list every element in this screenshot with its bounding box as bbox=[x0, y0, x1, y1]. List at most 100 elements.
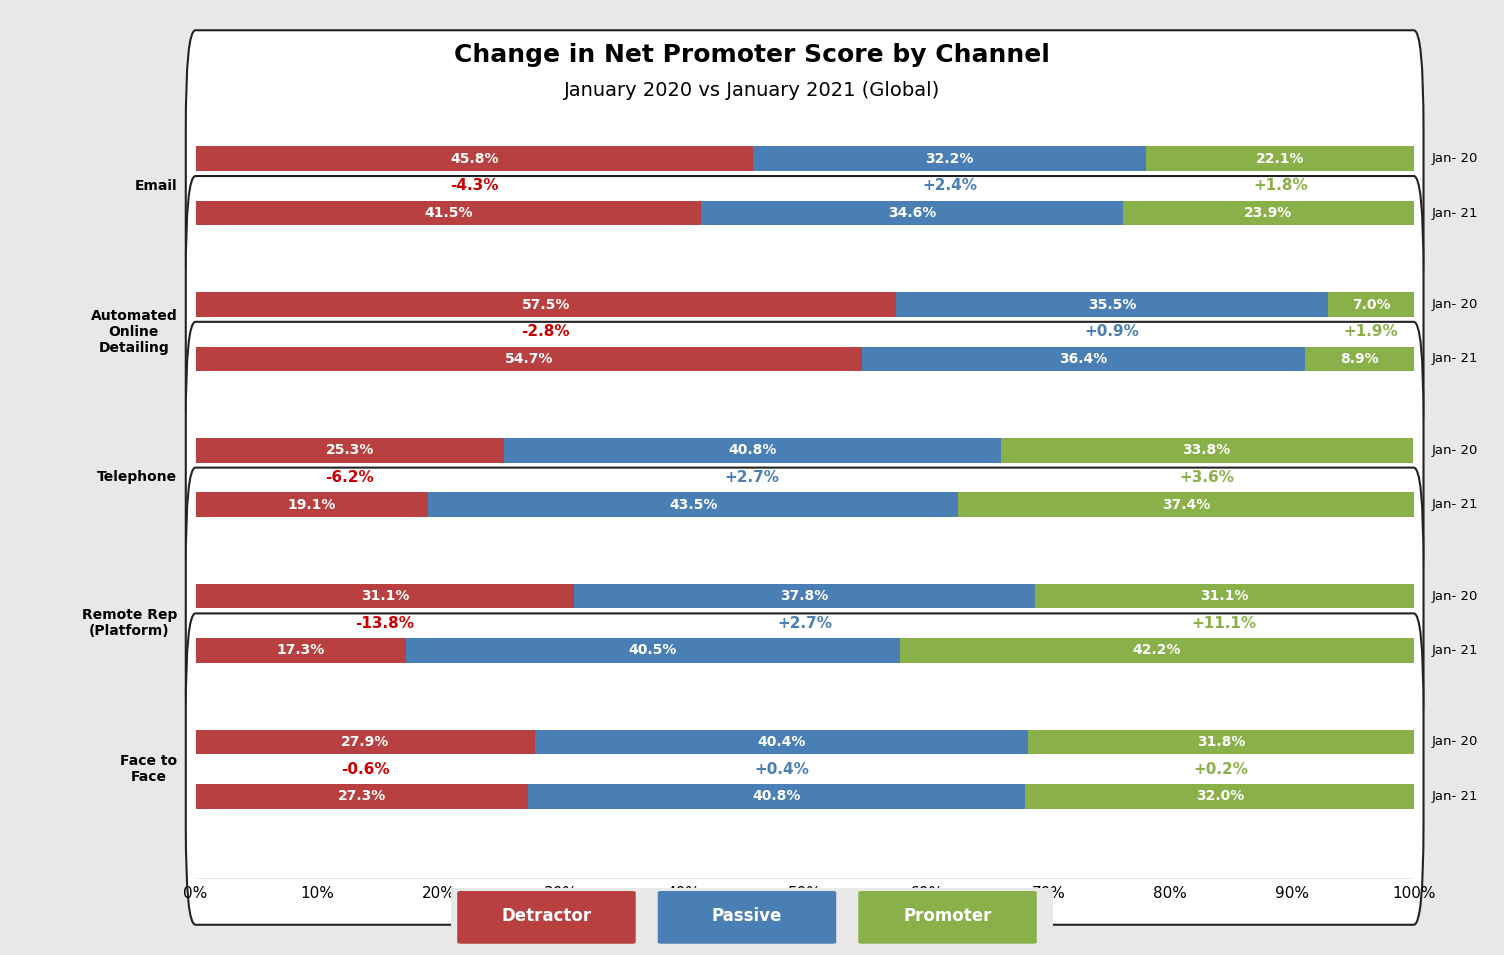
Text: 22.1%: 22.1% bbox=[1256, 152, 1304, 166]
Text: Automated
Online
Detailing: Automated Online Detailing bbox=[90, 308, 177, 355]
Text: 43.5%: 43.5% bbox=[669, 498, 717, 512]
Bar bbox=[1035, 584, 1414, 608]
Text: Telephone: Telephone bbox=[98, 471, 177, 484]
Bar bbox=[535, 730, 1027, 754]
Text: +1.8%: +1.8% bbox=[1253, 179, 1308, 194]
Bar bbox=[1122, 201, 1414, 225]
Text: 17.3%: 17.3% bbox=[277, 644, 325, 657]
Text: +2.7%: +2.7% bbox=[725, 470, 779, 485]
Bar bbox=[575, 584, 1035, 608]
Text: +2.4%: +2.4% bbox=[922, 179, 978, 194]
Text: -6.2%: -6.2% bbox=[325, 470, 374, 485]
Bar bbox=[701, 201, 1122, 225]
Text: 37.4%: 37.4% bbox=[1161, 498, 1211, 512]
Text: Jan- 21: Jan- 21 bbox=[1432, 499, 1478, 511]
Bar bbox=[196, 347, 862, 371]
Text: -0.6%: -0.6% bbox=[341, 761, 390, 776]
Text: 31.8%: 31.8% bbox=[1197, 735, 1245, 749]
Text: 36.4%: 36.4% bbox=[1059, 351, 1108, 366]
Bar bbox=[504, 438, 1000, 462]
Text: -13.8%: -13.8% bbox=[355, 616, 415, 631]
Text: 45.8%: 45.8% bbox=[450, 152, 499, 166]
FancyBboxPatch shape bbox=[657, 891, 836, 944]
Text: 33.8%: 33.8% bbox=[1182, 443, 1230, 457]
Bar bbox=[896, 292, 1328, 317]
Bar bbox=[196, 584, 575, 608]
Text: Jan- 20: Jan- 20 bbox=[1432, 444, 1478, 456]
Text: Promoter: Promoter bbox=[904, 906, 991, 924]
Bar bbox=[196, 730, 535, 754]
Text: 37.8%: 37.8% bbox=[781, 589, 829, 604]
Text: Jan- 21: Jan- 21 bbox=[1432, 352, 1478, 366]
Text: 23.9%: 23.9% bbox=[1244, 206, 1292, 220]
FancyBboxPatch shape bbox=[186, 176, 1423, 487]
Text: Detractor: Detractor bbox=[501, 906, 591, 924]
Text: +3.6%: +3.6% bbox=[1179, 470, 1235, 485]
Text: Jan- 21: Jan- 21 bbox=[1432, 644, 1478, 657]
Bar bbox=[1305, 347, 1414, 371]
Bar bbox=[1328, 292, 1414, 317]
Text: Change in Net Promoter Score by Channel: Change in Net Promoter Score by Channel bbox=[454, 43, 1050, 67]
Bar bbox=[196, 493, 429, 517]
Text: 40.8%: 40.8% bbox=[752, 789, 800, 803]
Bar bbox=[196, 784, 528, 809]
Bar bbox=[1026, 784, 1415, 809]
Text: 7.0%: 7.0% bbox=[1352, 298, 1390, 311]
Text: Jan- 20: Jan- 20 bbox=[1432, 152, 1478, 165]
Bar bbox=[1027, 730, 1415, 754]
Text: Face to
Face: Face to Face bbox=[120, 754, 177, 784]
Bar bbox=[1146, 146, 1415, 171]
Bar bbox=[406, 638, 899, 663]
Text: Jan- 20: Jan- 20 bbox=[1432, 735, 1478, 749]
FancyBboxPatch shape bbox=[457, 891, 636, 944]
Text: 32.2%: 32.2% bbox=[925, 152, 973, 166]
Bar bbox=[958, 493, 1414, 517]
Bar bbox=[754, 146, 1146, 171]
Bar bbox=[196, 638, 406, 663]
Text: Email: Email bbox=[135, 179, 177, 193]
Text: +0.2%: +0.2% bbox=[1194, 761, 1248, 776]
Bar bbox=[196, 146, 754, 171]
Text: 25.3%: 25.3% bbox=[325, 443, 374, 457]
Bar bbox=[196, 438, 504, 462]
Text: -2.8%: -2.8% bbox=[522, 324, 570, 339]
Text: Jan- 20: Jan- 20 bbox=[1432, 298, 1478, 311]
Text: Passive: Passive bbox=[711, 906, 782, 924]
Bar bbox=[1000, 438, 1412, 462]
Text: 31.1%: 31.1% bbox=[1200, 589, 1248, 604]
Text: 40.4%: 40.4% bbox=[758, 735, 806, 749]
Bar bbox=[429, 493, 958, 517]
Text: Jan- 20: Jan- 20 bbox=[1432, 589, 1478, 603]
Text: 40.8%: 40.8% bbox=[728, 443, 776, 457]
Text: 27.9%: 27.9% bbox=[341, 735, 390, 749]
Bar bbox=[196, 292, 896, 317]
Text: 19.1%: 19.1% bbox=[287, 498, 335, 512]
Text: Jan- 21: Jan- 21 bbox=[1432, 206, 1478, 220]
Bar bbox=[899, 638, 1414, 663]
Text: 8.9%: 8.9% bbox=[1340, 351, 1379, 366]
Text: January 2020 vs January 2021 (Global): January 2020 vs January 2021 (Global) bbox=[564, 81, 940, 100]
Text: 41.5%: 41.5% bbox=[424, 206, 472, 220]
Text: Remote Rep
(Platform): Remote Rep (Platform) bbox=[81, 608, 177, 638]
Text: 35.5%: 35.5% bbox=[1087, 298, 1137, 311]
Bar bbox=[196, 201, 701, 225]
Text: +0.9%: +0.9% bbox=[1084, 324, 1140, 339]
Text: +2.7%: +2.7% bbox=[778, 616, 832, 631]
Text: 40.5%: 40.5% bbox=[629, 644, 677, 657]
FancyBboxPatch shape bbox=[186, 31, 1423, 342]
Text: 57.5%: 57.5% bbox=[522, 298, 570, 311]
Text: 27.3%: 27.3% bbox=[338, 789, 387, 803]
Text: Jan- 21: Jan- 21 bbox=[1432, 790, 1478, 803]
Text: 32.0%: 32.0% bbox=[1196, 789, 1244, 803]
FancyBboxPatch shape bbox=[186, 613, 1423, 924]
Text: 34.6%: 34.6% bbox=[887, 206, 935, 220]
Text: 42.2%: 42.2% bbox=[1133, 644, 1181, 657]
Text: 54.7%: 54.7% bbox=[504, 351, 553, 366]
Text: 31.1%: 31.1% bbox=[361, 589, 409, 604]
Text: +11.1%: +11.1% bbox=[1191, 616, 1257, 631]
Text: +1.9%: +1.9% bbox=[1343, 324, 1399, 339]
Bar bbox=[528, 784, 1026, 809]
FancyBboxPatch shape bbox=[186, 468, 1423, 779]
FancyBboxPatch shape bbox=[186, 322, 1423, 633]
Bar bbox=[862, 347, 1305, 371]
